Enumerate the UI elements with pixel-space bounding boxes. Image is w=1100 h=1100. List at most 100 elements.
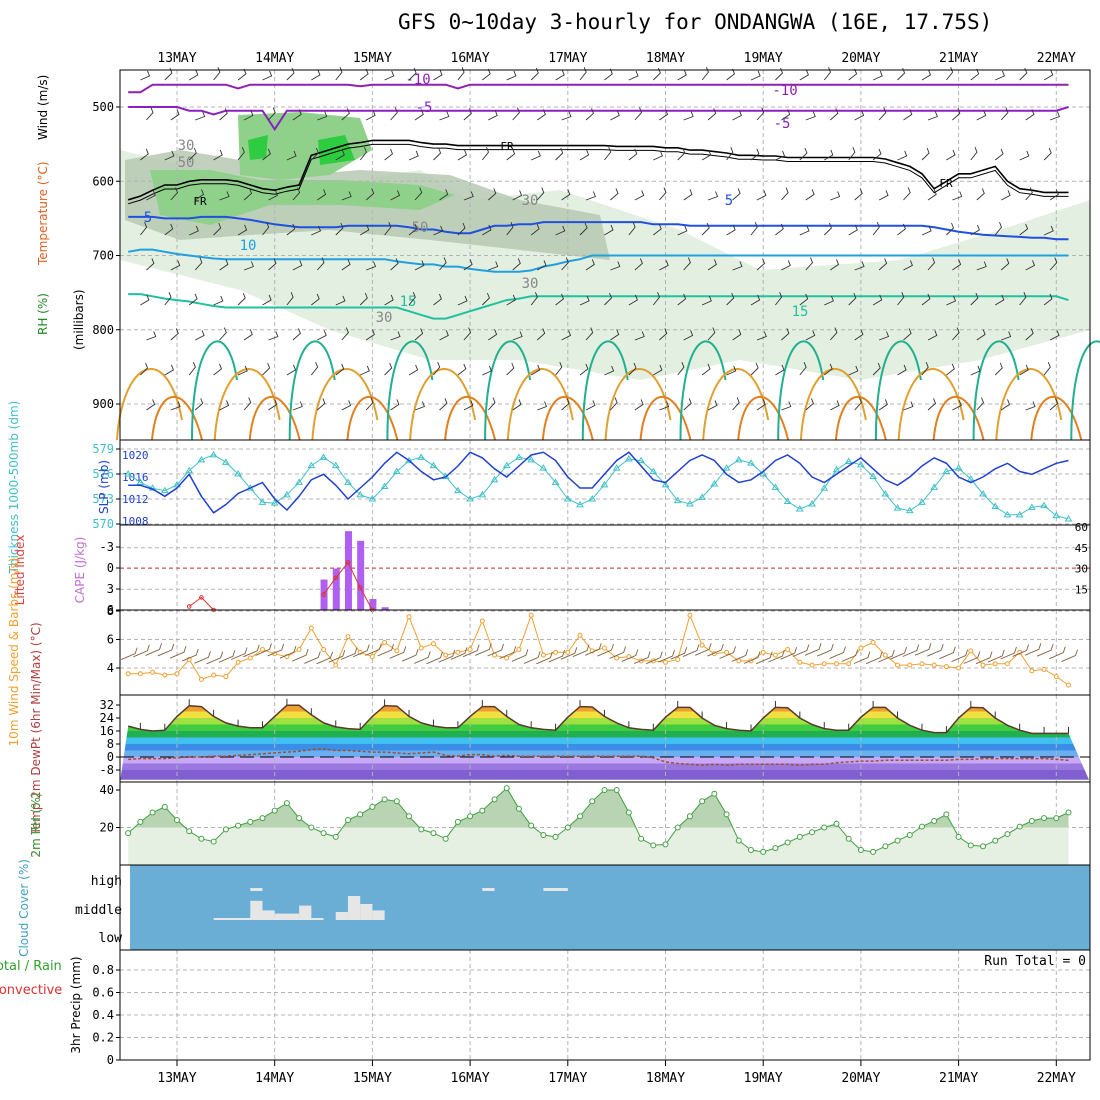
cape-bar xyxy=(332,568,340,610)
wind-barb xyxy=(365,110,376,121)
date-label-top: 13MAY xyxy=(157,51,196,66)
wind-barb xyxy=(610,397,618,411)
wind-barb xyxy=(219,400,230,411)
wind-barb xyxy=(146,190,156,201)
wind-barb xyxy=(262,148,271,161)
wind-barb xyxy=(457,149,468,161)
wind-barb xyxy=(237,292,246,306)
wind-barb xyxy=(952,327,960,341)
surface-wind-barb xyxy=(536,651,553,665)
wind-barb xyxy=(701,222,710,236)
wind-barb xyxy=(164,364,174,376)
wind-barb xyxy=(799,293,809,306)
wind-speed-point xyxy=(504,655,510,661)
slp-tick-label: 1012 xyxy=(122,493,149,506)
thickness-point xyxy=(588,495,597,502)
rh-point xyxy=(857,847,864,853)
temperature-band xyxy=(120,705,1090,712)
wind-barb xyxy=(927,330,938,341)
isotherm-25 xyxy=(541,395,594,441)
wind-barb xyxy=(292,109,302,121)
isotherm-20 xyxy=(311,368,379,441)
rh-point xyxy=(503,785,510,792)
wind-barb xyxy=(194,330,205,341)
wind-barb xyxy=(848,365,859,376)
thickness-tick-label: 573 xyxy=(92,492,114,506)
wind-barb xyxy=(927,257,936,271)
precip-tick-label: 0.8 xyxy=(92,963,114,977)
wind-barb xyxy=(1049,111,1060,121)
lifted-index-line xyxy=(323,561,373,611)
cape-tick-label: 15 xyxy=(1075,583,1088,596)
wind-speed-point xyxy=(809,662,815,668)
wind-barb xyxy=(634,107,643,121)
wind-barb xyxy=(726,292,735,306)
wind-barb xyxy=(823,67,832,81)
pressure-tick-label: 900 xyxy=(92,397,114,411)
surface-wind-barb xyxy=(621,649,639,662)
isotherm-25 xyxy=(639,395,692,441)
wind-barb xyxy=(994,294,1005,306)
wind-barb xyxy=(189,225,199,236)
temperature-tick-label: 0 xyxy=(107,750,114,764)
temperature-tick-label: -8 xyxy=(100,763,114,777)
rh-point xyxy=(222,826,229,833)
wind-barb xyxy=(268,258,277,271)
isotherm-15 xyxy=(128,293,1069,320)
isotherm-25 xyxy=(1030,395,1083,441)
wind-barb xyxy=(433,293,442,306)
wind-barb xyxy=(1025,187,1033,201)
isotherm-20 xyxy=(506,368,574,441)
wind-barb xyxy=(970,365,981,376)
thickness-tick-label: 576 xyxy=(92,467,114,481)
wind-barb xyxy=(805,111,816,121)
wind-barb xyxy=(946,222,955,236)
wind-barb xyxy=(726,365,737,376)
wind-barb xyxy=(213,222,222,236)
isotherm-15-loop xyxy=(288,340,336,441)
isotherm-20 xyxy=(897,368,965,441)
wind-barb xyxy=(140,362,149,376)
cloud-background xyxy=(130,865,1090,950)
wind-barb xyxy=(335,222,344,236)
surface-wind-barb xyxy=(401,649,419,662)
contour-label: -5 xyxy=(416,100,433,116)
wind-barb xyxy=(194,257,203,271)
wind-speed-point xyxy=(785,646,791,652)
contour-label: -10 xyxy=(772,83,797,99)
isotherm-20 xyxy=(116,368,183,441)
wind-barb xyxy=(213,363,223,376)
wind-barb xyxy=(976,188,985,201)
wind-barb xyxy=(488,188,497,201)
thickness-point xyxy=(771,483,780,490)
wind-barb xyxy=(610,110,620,121)
thickness-point xyxy=(649,467,658,474)
thickness-point xyxy=(331,461,340,469)
wind-barb xyxy=(628,294,638,306)
wind-barb xyxy=(927,111,938,121)
wind-barb xyxy=(878,399,888,411)
wind-barb xyxy=(512,190,523,201)
surface-wind-barb xyxy=(426,651,443,665)
temperature-line xyxy=(128,704,1069,735)
wind-barb xyxy=(188,362,196,376)
lifted-index-point xyxy=(357,585,363,590)
temperature-axis-label: Temperature (°C) xyxy=(36,161,50,266)
wind-barb xyxy=(268,399,278,411)
surface-wind-barb xyxy=(902,644,920,657)
wind-barb xyxy=(194,189,205,201)
wind-speed-point xyxy=(418,645,424,651)
rh-point xyxy=(454,818,461,825)
wind-barb xyxy=(921,69,932,81)
thickness-point xyxy=(295,478,304,485)
wind-barb xyxy=(750,222,758,236)
wind-barb xyxy=(610,261,621,271)
wind-barb xyxy=(579,149,590,161)
wind-barb xyxy=(359,68,369,81)
wind-speed-point xyxy=(369,654,375,660)
rh-point xyxy=(931,817,938,824)
rh-point xyxy=(442,835,449,842)
surface-wind-barb xyxy=(340,647,358,660)
wind-speed-point xyxy=(907,662,913,668)
surface-wind-barb xyxy=(817,643,834,657)
